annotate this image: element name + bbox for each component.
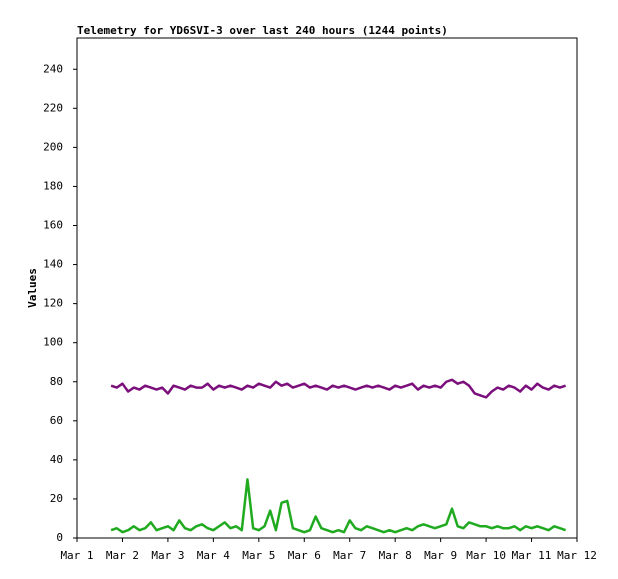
- y-tick-label: 240: [43, 62, 63, 75]
- y-tick-label: 160: [43, 219, 63, 232]
- x-tick-label: Mar 11: [512, 549, 552, 562]
- y-tick-label: 200: [43, 140, 63, 153]
- y-tick-label: 80: [50, 375, 63, 388]
- y-axis-label: Values: [26, 268, 39, 308]
- x-tick-label: Mar 3: [151, 549, 184, 562]
- x-tick-label: Mar 10: [466, 549, 506, 562]
- y-tick-label: 0: [56, 531, 63, 544]
- plot-frame: [76, 37, 578, 539]
- y-tick-label: 60: [50, 414, 63, 427]
- x-tick-label: Mar 7: [333, 549, 366, 562]
- y-tick-label: 180: [43, 179, 63, 192]
- x-tick-label: Mar 4: [197, 549, 230, 562]
- y-tick-label: 40: [50, 453, 63, 466]
- y-tick-label: 120: [43, 297, 63, 310]
- x-tick-label: Mar 9: [424, 549, 457, 562]
- y-tick-label: 20: [50, 492, 63, 505]
- series-line: [110, 378, 567, 399]
- series-line: [110, 478, 567, 534]
- chart-title: Telemetry for YD6SVI-3 over last 240 hou…: [77, 24, 448, 37]
- y-tick-label: 100: [43, 336, 63, 349]
- x-tick-label: Mar 12: [557, 549, 597, 562]
- x-tick-label: Mar 8: [379, 549, 412, 562]
- y-tick-label: 140: [43, 258, 63, 271]
- x-tick-label: Mar 1: [60, 549, 93, 562]
- y-tick-label: 220: [43, 101, 63, 114]
- x-tick-label: Mar 6: [288, 549, 321, 562]
- x-tick-label: Mar 2: [106, 549, 139, 562]
- x-tick-label: Mar 5: [242, 549, 275, 562]
